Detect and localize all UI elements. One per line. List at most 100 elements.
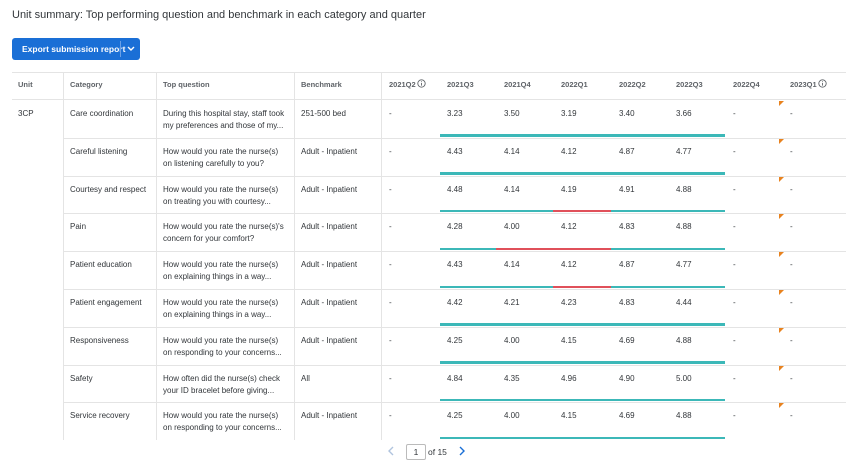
row-border xyxy=(63,364,846,366)
export-button[interactable]: Export submission report xyxy=(12,38,140,60)
column-divider xyxy=(156,72,157,441)
score: 4.15 xyxy=(561,335,577,345)
score-bar xyxy=(553,209,611,213)
score-bar xyxy=(440,134,496,137)
score-bar xyxy=(668,209,725,213)
column-header: Unit xyxy=(18,80,33,89)
score: 4.14 xyxy=(504,184,520,194)
column-divider xyxy=(381,72,382,441)
score: - xyxy=(790,373,793,383)
score-bar xyxy=(440,361,496,364)
score-bar xyxy=(668,172,725,175)
prev-page[interactable] xyxy=(385,444,397,458)
score-bar xyxy=(668,134,725,137)
score-bar xyxy=(553,134,611,137)
column-header: Category xyxy=(70,80,103,89)
score: - xyxy=(733,222,736,232)
score-bar xyxy=(496,247,553,251)
score-bar xyxy=(668,247,725,251)
flag-marker xyxy=(779,101,784,106)
info-icon[interactable] xyxy=(417,79,426,88)
benchmark: Adult - Inpatient xyxy=(301,222,358,232)
flag-marker xyxy=(779,403,784,409)
question: How would you rate the nurse(s) xyxy=(163,411,279,421)
score-bar xyxy=(553,323,611,326)
score: 4.00 xyxy=(504,222,520,232)
score: 4.77 xyxy=(676,146,692,156)
category: Pain xyxy=(70,222,87,232)
row-border xyxy=(63,175,846,177)
category: Safety xyxy=(70,373,93,383)
score-bar xyxy=(496,209,553,213)
score: - xyxy=(790,184,793,194)
score-bar xyxy=(668,436,725,440)
benchmark: Adult - Inpatient xyxy=(301,184,358,194)
score: 4.14 xyxy=(504,146,520,156)
score: 4.19 xyxy=(561,184,577,194)
score: - xyxy=(389,146,392,156)
question: concern for your comfort? xyxy=(163,234,255,244)
score: 4.28 xyxy=(447,222,463,232)
flag-marker xyxy=(779,214,784,220)
page-input[interactable]: 1 xyxy=(406,444,426,460)
next-page[interactable] xyxy=(456,444,468,458)
score: 3.23 xyxy=(447,109,463,118)
question: How would you rate the nurse(s) xyxy=(163,298,279,307)
category: Responsiveness xyxy=(70,335,129,345)
row-border xyxy=(63,213,846,215)
benchmark: Adult - Inpatient xyxy=(301,260,358,270)
score-bar xyxy=(611,172,668,175)
score: 4.69 xyxy=(619,411,635,421)
score: 5.00 xyxy=(676,373,692,383)
category: Careful listening xyxy=(70,146,128,156)
score-bar xyxy=(553,247,611,251)
question: How often did the nurse(s) check xyxy=(163,373,280,383)
score-bar xyxy=(611,361,668,364)
score-bar xyxy=(611,436,668,440)
unit: 3CP xyxy=(18,109,34,118)
score-bar xyxy=(496,134,553,137)
score: - xyxy=(790,146,793,156)
category: Service recovery xyxy=(70,411,130,421)
score: - xyxy=(389,411,392,421)
score-bar xyxy=(440,285,496,288)
score-bar xyxy=(440,398,496,402)
score: 4.69 xyxy=(619,335,635,345)
question: my preferences and those of my... xyxy=(163,121,284,130)
score: - xyxy=(790,222,793,232)
score: 4.88 xyxy=(676,335,692,345)
score: 4.25 xyxy=(447,411,463,421)
info-icon[interactable] xyxy=(818,79,827,88)
category: Care coordination xyxy=(70,109,134,118)
question: How would you rate the nurse(s) xyxy=(163,184,279,194)
score: - xyxy=(733,298,736,307)
score-bar xyxy=(440,323,496,326)
score: - xyxy=(733,335,736,345)
question: on responding to your concerns... xyxy=(163,347,282,357)
score-bar xyxy=(668,323,725,326)
row-border xyxy=(63,251,846,253)
question: How would you rate the nurse(s)'s xyxy=(163,222,284,232)
column-header: 2023Q1 xyxy=(790,80,817,89)
score: 4.90 xyxy=(619,373,635,383)
score: 4.14 xyxy=(504,260,520,270)
dropdown-chevron[interactable] xyxy=(126,45,136,53)
score: - xyxy=(389,109,392,118)
score-bar xyxy=(440,436,496,440)
score-bar xyxy=(440,209,496,213)
column-header: 2021Q2 xyxy=(389,80,416,89)
score: 4.87 xyxy=(619,260,635,270)
flag-marker xyxy=(779,138,784,144)
score: 4.35 xyxy=(504,373,520,383)
score: - xyxy=(389,373,392,383)
score-bar xyxy=(496,436,553,440)
score: - xyxy=(790,109,793,118)
score: - xyxy=(389,260,392,270)
category: Patient engagement xyxy=(70,298,142,307)
score-bar xyxy=(611,134,668,137)
question: your ID bracelet before giving... xyxy=(163,385,275,395)
score-bar xyxy=(611,209,668,213)
score: 4.42 xyxy=(447,298,463,307)
score: 4.00 xyxy=(504,335,520,345)
